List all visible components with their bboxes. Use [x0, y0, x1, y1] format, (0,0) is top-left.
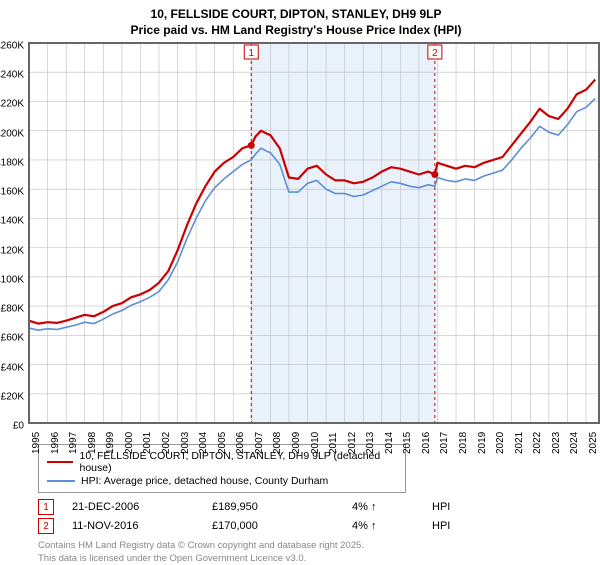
legend-label-hpi: HPI: Average price, detached house, Coun… — [81, 475, 328, 487]
x-tick-label: 2009 — [291, 432, 302, 454]
chart-area: 12 — [28, 42, 598, 422]
marker-date: 21-DEC-2006 — [72, 501, 212, 513]
credit-line-2: This data is licensed under the Open Gov… — [38, 553, 590, 565]
y-tick-label: £160K — [0, 187, 24, 198]
marker-date: 11-NOV-2016 — [72, 520, 212, 532]
x-tick-label: 2013 — [365, 432, 376, 454]
x-tick-label: 1999 — [105, 432, 116, 454]
marker-pct: 4% ↑ — [352, 501, 432, 513]
x-tick-label: 2005 — [217, 432, 228, 454]
svg-text:1: 1 — [248, 48, 254, 59]
marker-table: 1 21-DEC-2006 £189,950 4% ↑ HPI 2 11-NOV… — [38, 499, 590, 534]
y-tick-label: £100K — [0, 274, 24, 285]
marker-row: 1 21-DEC-2006 £189,950 4% ↑ HPI — [38, 499, 590, 515]
marker-badge: 1 — [38, 499, 54, 515]
x-tick-label: 2015 — [402, 432, 413, 454]
y-tick-label: £20K — [1, 391, 24, 402]
x-tick-label: 2021 — [514, 432, 525, 454]
x-tick-label: 2001 — [142, 432, 153, 454]
credit-line-1: Contains HM Land Registry data © Crown c… — [38, 540, 590, 552]
x-tick-label: 1998 — [87, 432, 98, 454]
y-tick-label: £240K — [0, 70, 24, 81]
y-tick-label: £200K — [0, 128, 24, 139]
x-tick-label: 2014 — [384, 432, 395, 454]
x-tick-label: 2008 — [272, 432, 283, 454]
x-tick-label: 2020 — [495, 432, 506, 454]
credit-block: Contains HM Land Registry data © Crown c… — [38, 540, 590, 565]
title-line-2: Price paid vs. HM Land Registry's House … — [2, 22, 590, 38]
x-tick-label: 2002 — [161, 432, 172, 454]
x-tick-label: 2019 — [477, 432, 488, 454]
x-tick-label: 2006 — [235, 432, 246, 454]
x-tick-label: 1996 — [50, 432, 61, 454]
y-tick-label: £80K — [1, 304, 24, 315]
y-tick-label: £180K — [0, 157, 24, 168]
svg-text:2: 2 — [432, 48, 438, 59]
x-tick-label: 2023 — [551, 432, 562, 454]
line-chart: 12 — [28, 42, 600, 424]
x-tick-label: 2007 — [254, 432, 265, 454]
legend-row-hpi: HPI: Average price, detached house, Coun… — [47, 475, 397, 487]
y-tick-label: £140K — [0, 216, 24, 227]
y-tick-label: £120K — [0, 245, 24, 256]
x-tick-label: 2018 — [458, 432, 469, 454]
chart-title: 10, FELLSIDE COURT, DIPTON, STANLEY, DH9… — [2, 6, 590, 38]
x-tick-label: 2022 — [532, 432, 543, 454]
title-line-1: 10, FELLSIDE COURT, DIPTON, STANLEY, DH9… — [2, 6, 590, 22]
x-tick-label: 2025 — [588, 432, 599, 454]
y-tick-label: £220K — [0, 99, 24, 110]
y-tick-label: £0 — [13, 421, 24, 432]
x-tick-label: 2011 — [328, 432, 339, 454]
y-tick-label: £60K — [1, 333, 24, 344]
x-tick-label: 2017 — [439, 432, 450, 454]
x-tick-label: 1997 — [68, 432, 79, 454]
x-tick-label: 2012 — [347, 432, 358, 454]
y-tick-label: £40K — [1, 362, 24, 373]
legend-swatch-hpi — [47, 480, 75, 482]
marker-price: £170,000 — [212, 520, 352, 532]
marker-price: £189,950 — [212, 501, 352, 513]
marker-tag: HPI — [432, 520, 450, 532]
x-tick-label: 2004 — [198, 432, 209, 454]
y-tick-label: £260K — [0, 41, 24, 52]
x-tick-label: 1995 — [31, 432, 42, 454]
x-tick-label: 2024 — [569, 432, 580, 454]
x-tick-label: 2000 — [124, 432, 135, 454]
marker-row: 2 11-NOV-2016 £170,000 4% ↑ HPI — [38, 518, 590, 534]
x-tick-label: 2010 — [310, 432, 321, 454]
x-tick-label: 2003 — [180, 432, 191, 454]
x-tick-label: 2016 — [421, 432, 432, 454]
marker-badge: 2 — [38, 518, 54, 534]
legend-swatch-price — [47, 461, 73, 463]
marker-pct: 4% ↑ — [352, 520, 432, 532]
marker-tag: HPI — [432, 501, 450, 513]
